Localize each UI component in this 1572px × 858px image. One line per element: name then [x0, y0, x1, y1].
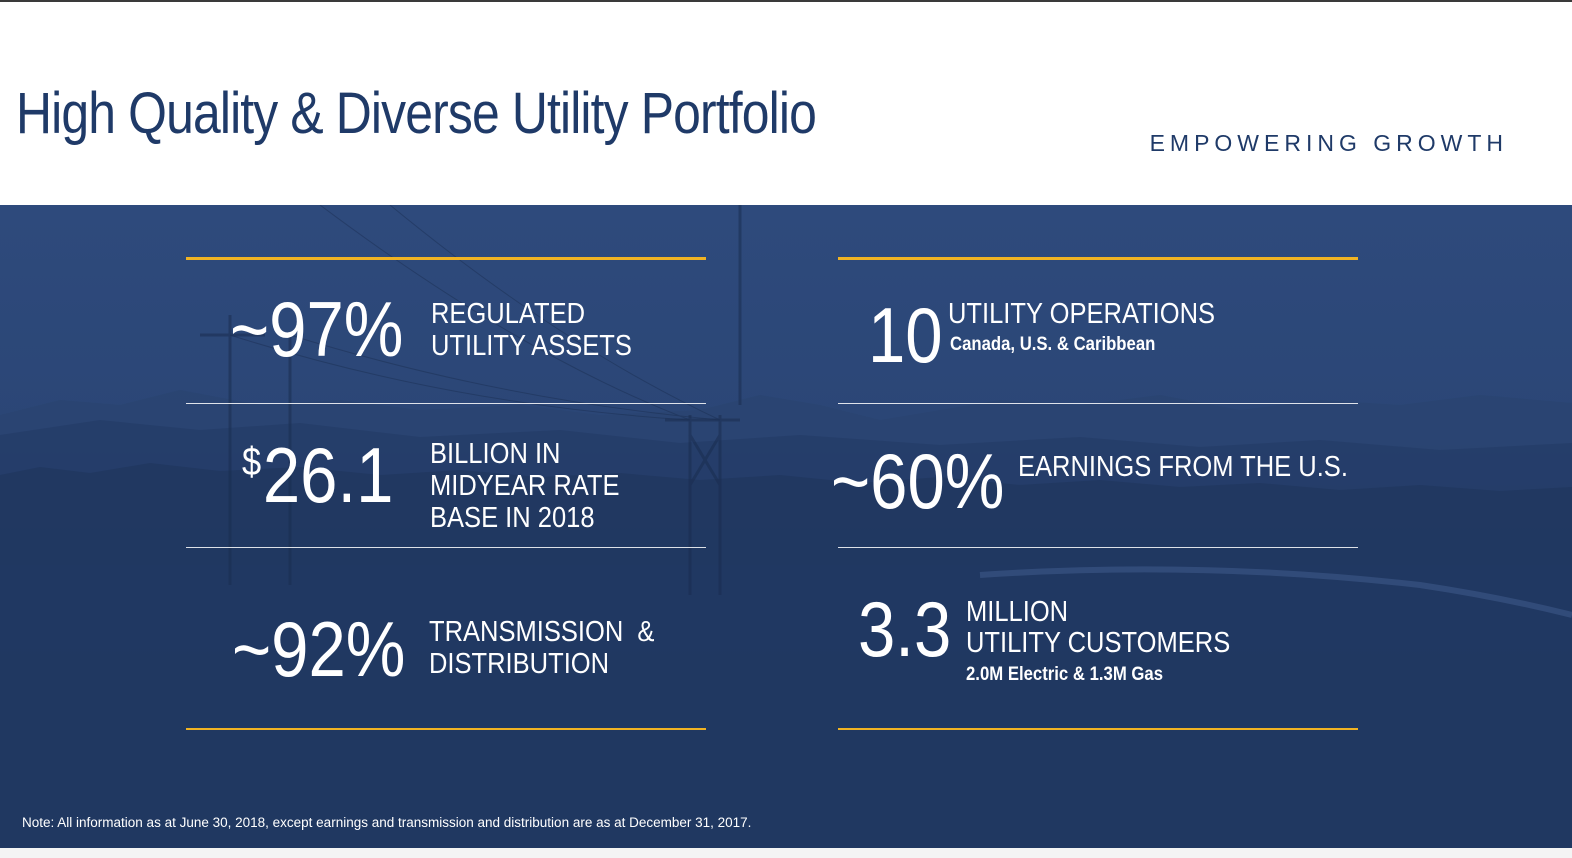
page-title: High Quality & Diverse Utility Portfolio [16, 81, 817, 146]
stat-utility-operations-sublabel: Canada, U.S. & Caribbean [950, 334, 1156, 355]
stats-banner [0, 205, 1572, 848]
stat-us-earnings-value: ~60% [831, 437, 1005, 525]
stat-customers-label-line1: MILLION [966, 596, 1069, 628]
stat-transmission-value: ~92% [232, 605, 406, 693]
bottom-strip [0, 848, 1572, 858]
tagline: EMPOWERING GROWTH [1149, 130, 1508, 156]
stat-rate-base-label-line2: MIDYEAR RATE [430, 470, 620, 502]
left-divider-2 [186, 547, 706, 548]
stat-transmission-label-line1: TRANSMISSION & [429, 616, 655, 648]
stat-transmission-label-line2: DISTRIBUTION [429, 648, 610, 680]
stat-rate-base-number: 26.1 [262, 431, 394, 519]
stat-utility-operations-label: UTILITY OPERATIONS [948, 298, 1216, 330]
stat-customers-sublabel: 2.0M Electric & 1.3M Gas [966, 664, 1164, 685]
left-bottom-gold-rule [186, 728, 706, 730]
left-top-gold-rule [186, 257, 706, 260]
stat-rate-base-value: $26.1 [242, 436, 393, 514]
right-top-gold-rule [838, 257, 1358, 260]
stat-regulated-assets-label-line1: REGULATED [431, 298, 586, 330]
landscape-background [0, 205, 1572, 848]
right-divider-1 [838, 403, 1358, 404]
stat-regulated-assets-label-line2: UTILITY ASSETS [431, 330, 632, 362]
right-bottom-gold-rule [838, 728, 1358, 730]
stat-us-earnings-label: EARNINGS FROM THE U.S. [1018, 451, 1348, 483]
footnote: Note: All information as at June 30, 201… [22, 815, 752, 830]
stat-customers-label-line2: UTILITY CUSTOMERS [966, 627, 1231, 659]
right-divider-2 [838, 547, 1358, 548]
stat-rate-base-label-line1: BILLION IN [430, 438, 561, 470]
stat-regulated-assets-value: ~97% [230, 285, 404, 373]
top-border [0, 0, 1572, 2]
stat-rate-base-label-line3: BASE IN 2018 [430, 502, 595, 534]
currency-symbol: $ [242, 440, 262, 484]
stat-customers-value: 3.3 [858, 585, 952, 673]
left-divider-1 [186, 403, 706, 404]
stat-utility-operations-value: 10 [868, 291, 943, 379]
